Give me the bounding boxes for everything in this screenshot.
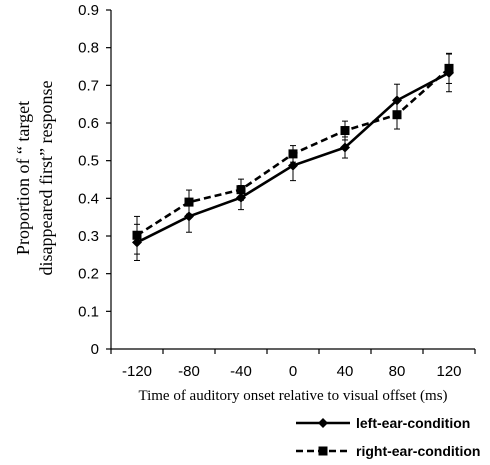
legend-item-left-ear-condition: left-ear-condition [296, 415, 470, 431]
data-point-diamond [318, 418, 328, 428]
x-tick-label: 80 [389, 363, 406, 380]
x-tick-label: 120 [436, 363, 461, 380]
x-tick-label: -40 [230, 363, 252, 380]
data-point-square [340, 126, 350, 136]
y-tick-label: 0.1 [78, 303, 99, 320]
y-tick-label: 0.9 [78, 2, 99, 19]
y-tick-label: 0.3 [78, 228, 99, 245]
data-point-square [132, 230, 142, 240]
y-axis-title: Proportion of “ target disappeared first… [13, 81, 56, 276]
x-tick-label: -80 [178, 363, 200, 380]
legend-item-right-ear-condition: right-ear-condition [296, 443, 480, 459]
y-tick-label: 0.5 [78, 153, 99, 170]
y-tick-label: 0.4 [78, 190, 99, 207]
x-axis-ticks: -120 -80 -40 0 40 80 120 [110, 349, 476, 380]
y-axis-title-line1: Proportion of “ target [13, 101, 33, 255]
data-point-diamond [340, 142, 350, 153]
plot-area [132, 52, 454, 261]
legend: left-ear-condition right-ear-condition [296, 415, 480, 459]
data-point-diamond [288, 160, 298, 171]
data-point-square [392, 110, 402, 120]
x-tick-label: 40 [337, 363, 354, 380]
series-right-ear-condition [132, 52, 454, 255]
y-axis-ticks: 0 0.1 0.2 0.3 0.4 0.5 0.6 0.7 0.8 0.9 [78, 2, 111, 358]
y-tick-label: 0.2 [78, 266, 99, 283]
y-tick-label: 0 [91, 341, 99, 358]
legend-label: right-ear-condition [356, 443, 480, 459]
y-axis-title-line2: disappeared first” response [36, 81, 56, 276]
x-axis-title: Time of auditory onset relative to visua… [138, 388, 447, 404]
legend-label: left-ear-condition [356, 415, 470, 431]
y-tick-label: 0.7 [78, 77, 99, 94]
y-tick-label: 0.6 [78, 115, 99, 132]
data-point-square [318, 446, 328, 456]
y-tick-label: 0.8 [78, 40, 99, 57]
data-point-square [236, 185, 246, 195]
data-point-square [184, 197, 194, 207]
data-point-square [288, 149, 298, 159]
x-tick-label: 0 [289, 363, 297, 380]
data-point-square [444, 63, 454, 73]
x-tick-label: -120 [122, 363, 152, 380]
